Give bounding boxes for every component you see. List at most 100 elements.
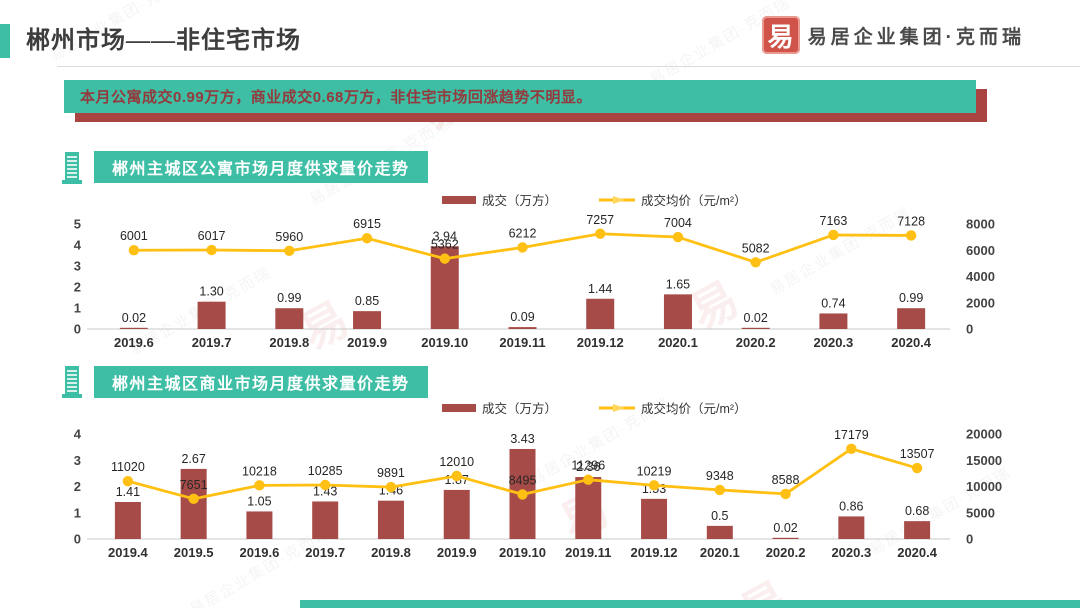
bar-series-swatch [442,195,476,204]
chart-label: 2019.9 [437,545,477,560]
chart-label: 6001 [120,229,148,243]
line-marker [672,231,684,243]
chart-label: 2020.4 [897,545,938,560]
chart-label: 2019.6 [240,545,280,560]
chart-label: 7651 [180,478,208,492]
chart-label: 0.74 [821,296,845,310]
line-marker [206,244,217,256]
summary-banner-text: 本月公寓成交0.99万方，商业成交0.68万方，非住宅市场回涨趋势不明显。 [80,89,592,106]
line-marker [517,489,528,500]
chart-label: 1.44 [588,282,612,296]
bottom-accent-strip [300,600,1080,608]
bar [586,298,615,329]
header-divider [57,66,1080,67]
bar [772,537,799,539]
chart-label: 0.02 [744,311,768,325]
chart-label: 10218 [242,464,277,478]
line-marker [648,480,660,491]
chart-label: 2019.10 [421,335,468,350]
chart-label: 2020.2 [736,335,776,350]
line-marker [517,242,528,253]
apartment-chart-legend: 成交（万方） 成交均价（元/m²） [442,190,747,209]
chart-label: 4000 [966,269,995,284]
apartment-chart-title: 郴州主城区公寓市场月度供求量价走势 [112,161,410,178]
bar [741,327,770,329]
chart-label: 2.36 [576,460,600,474]
chart-label: 2020.3 [831,545,871,560]
title-accent-bar [0,24,10,58]
apartment-chart-title-box: 郴州主城区公寓市场月度供求量价走势 [94,151,428,183]
line-marker [439,253,450,264]
building-icon [62,366,82,398]
chart-label: 0 [74,322,81,337]
chart-label: 2019.5 [174,545,214,560]
line-marker [254,480,265,491]
commercial-chart-title: 郴州主城区商业市场月度供求量价走势 [112,376,410,393]
chart-label: 2019.8 [371,545,411,560]
company-logo: 易 易居企业集团·克而瑞 [761,16,1025,54]
chart-label: 8000 [966,217,995,232]
legend-item-volume: 成交（万方） [442,398,557,417]
chart-label: 1.05 [247,494,271,508]
line-marker [284,245,295,256]
bar [838,516,865,539]
line-marker [385,481,397,493]
chart-label: 2019.4 [108,545,149,560]
chart-label: 0 [966,532,973,547]
bar [119,327,148,329]
chart-label: 1 [74,505,81,520]
chart-label: 2.67 [181,452,205,466]
company-logo-text: 易居企业集团·克而瑞 [807,26,1025,48]
building-icon [62,152,82,184]
chart-label: 10000 [966,479,1002,494]
chart-label: 6000 [966,243,995,258]
chart-label: 2019.9 [347,335,387,350]
bar-series-swatch [442,403,476,412]
bar [246,511,273,539]
legend-label-volume: 成交（万方） [482,194,558,208]
chart-label: 7163 [820,214,848,228]
chart-label: 2020.4 [891,335,932,350]
chart-label: 13507 [900,447,935,461]
chart-label: 2000 [966,295,995,310]
chart-label: 5362 [431,238,459,252]
line-marker [828,229,839,241]
line-marker [750,257,761,268]
bar [508,327,537,329]
chart-label: 2019.12 [631,545,678,560]
line-marker [122,475,134,487]
chart-label: 8495 [509,473,537,487]
chart-label: 0 [74,532,81,547]
legend-label-price: 成交均价（元/m²） [641,402,747,416]
bar [312,501,339,539]
commercial-chart-legend: 成交（万方） 成交均价（元/m²） [442,398,747,417]
chart-label: 2019.8 [269,335,309,350]
legend-label-volume: 成交（万方） [482,402,558,416]
chart-label: 2 [74,280,81,295]
chart-label: 1.65 [666,277,690,291]
chart-label: 0.99 [277,291,301,305]
legend-item-price: 成交均价（元/m²） [599,398,747,417]
chart-label: 2019.6 [114,335,154,350]
chart-label: 1.30 [199,285,223,299]
chart-label: 7257 [586,213,614,227]
chart-label: 8588 [772,473,800,487]
line-series-swatch [599,403,636,412]
chart-label: 0.68 [905,504,929,518]
chart-label: 6017 [198,229,226,243]
chart-label: 7128 [897,214,925,228]
bar [663,294,692,329]
chart-label: 0.02 [122,311,146,325]
line-marker [319,479,331,491]
line-marker [846,443,857,455]
chart-label: 6212 [509,226,537,240]
chart-label: 2020.2 [766,545,806,560]
line-marker [780,488,791,500]
chart-label: 0.09 [510,310,534,324]
chart-label: 10285 [308,464,343,478]
chart-label: 3 [74,259,81,274]
line-marker [595,228,606,239]
bar [897,308,926,329]
chart-label: 9891 [377,466,405,480]
